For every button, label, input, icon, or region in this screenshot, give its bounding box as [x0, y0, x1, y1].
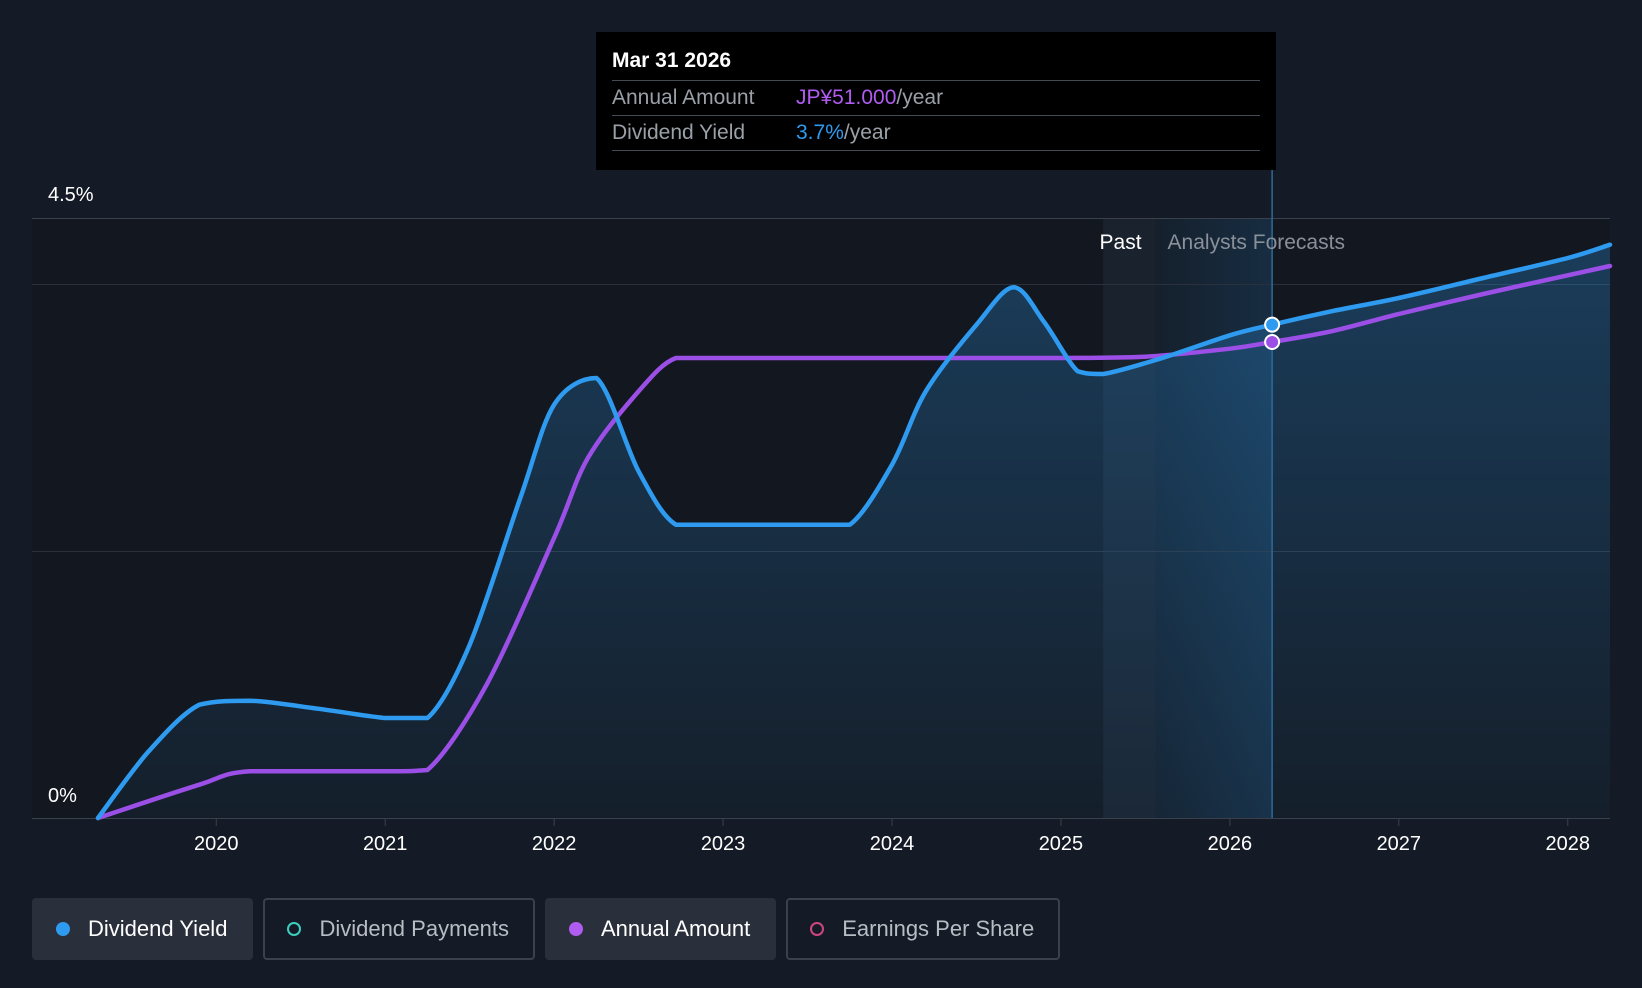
x-tick-label: 2024: [870, 833, 915, 855]
tooltip-value: 3.7%: [796, 121, 844, 144]
tooltip-row-dividend-yield: Dividend Yield 3.7%/year: [612, 116, 1260, 151]
legend-dot-icon: [810, 922, 825, 936]
legend-dividend-yield[interactable]: Dividend Yield: [32, 898, 254, 960]
x-tick-label: 2026: [1208, 833, 1253, 855]
past-label: Past: [1100, 231, 1142, 254]
x-tick-label: 2020: [194, 833, 239, 855]
tooltip-value: JP¥51.000: [796, 86, 897, 109]
legend-dot-icon: [287, 922, 302, 936]
legend-dot-icon: [568, 922, 583, 936]
annual-amount-line: [95, 263, 1613, 821]
annual-amount-marker: [1264, 334, 1281, 350]
hover-tooltip: Mar 31 2026 Annual Amount JP¥51.000/year …: [596, 32, 1276, 170]
legend-label: Dividend Payments: [319, 916, 509, 941]
x-tick-label: 2023: [701, 833, 746, 855]
x-tick-label: 2021: [363, 833, 408, 855]
legend-label: Annual Amount: [600, 916, 751, 941]
legend-dot-icon: [56, 922, 70, 936]
dividend-yield-area: [98, 244, 1610, 818]
x-tick-label: 2022: [532, 833, 577, 855]
tooltip-unit: /year: [843, 121, 891, 144]
tooltip-row-annual-amount: Annual Amount JP¥51.000/year: [612, 81, 1260, 116]
legend-label: Earnings Per Share: [842, 916, 1035, 941]
y-tick-label-max: 4.5%: [48, 184, 94, 206]
x-axis-ticks: 2020 2021 2022 2023 2024 2025 2026 2027 2028: [194, 818, 1590, 855]
x-tick-label: 2028: [1546, 833, 1591, 855]
dividend-yield-marker: [1264, 316, 1281, 333]
y-tick-label-zero: 0%: [48, 785, 77, 807]
legend-earnings-per-share[interactable]: Earnings Per Share: [786, 898, 1061, 960]
tooltip-label: Annual Amount: [612, 86, 755, 109]
tooltip-unit: /year: [896, 86, 944, 109]
forecast-label: Analysts Forecasts: [1168, 231, 1345, 254]
legend-annual-amount[interactable]: Annual Amount: [544, 898, 777, 960]
chart-legend: Dividend Yield Dividend Payments Annual …: [32, 898, 1061, 960]
tooltip-label: Dividend Yield: [612, 121, 746, 144]
x-tick-label: 2025: [1039, 833, 1084, 855]
legend-dividend-payments[interactable]: Dividend Payments: [263, 898, 535, 960]
legend-label: Dividend Yield: [88, 916, 228, 941]
tooltip-date: Mar 31 2026: [612, 46, 1260, 81]
x-tick-label: 2027: [1377, 833, 1422, 855]
